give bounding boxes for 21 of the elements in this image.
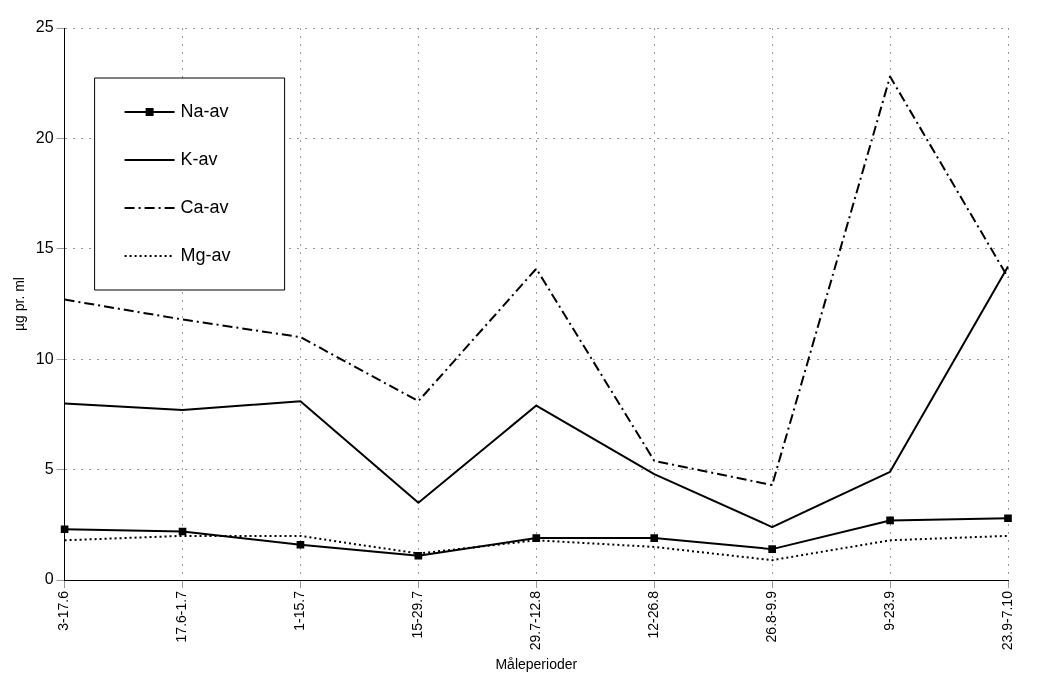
x-tick-label: 29.7-12.8 [527,590,544,651]
legend-label: Mg-av [180,244,231,265]
x-tick-label: 17.6-1.7 [173,590,190,643]
x-tick-label: 23.9-7.10 [998,590,1015,651]
legend-label: K-av [180,148,218,169]
y-tick-label: 5 [44,460,54,478]
legend-label: Ca-av [180,196,229,217]
y-tick-label: 20 [35,128,54,146]
y-tick-label: 0 [44,570,54,588]
legend-label: Na-av [180,100,229,121]
y-tick-label: 25 [35,18,54,36]
y-tick-label: 15 [35,239,54,257]
x-tick-label: 9-23.9 [880,590,897,631]
y-tick-label: 10 [35,349,54,367]
x-tick-label: 3-17.6 [55,590,72,631]
x-tick-label: 15-29.7 [409,590,426,639]
x-tick-label: 12-26.8 [645,590,662,639]
y-axis-title: µg pr. ml [11,277,28,332]
x-tick-label: 1-15.7 [291,590,308,631]
x-axis-title: Måleperioder [495,656,578,673]
x-tick-label: 26.8-9.9 [763,590,780,643]
